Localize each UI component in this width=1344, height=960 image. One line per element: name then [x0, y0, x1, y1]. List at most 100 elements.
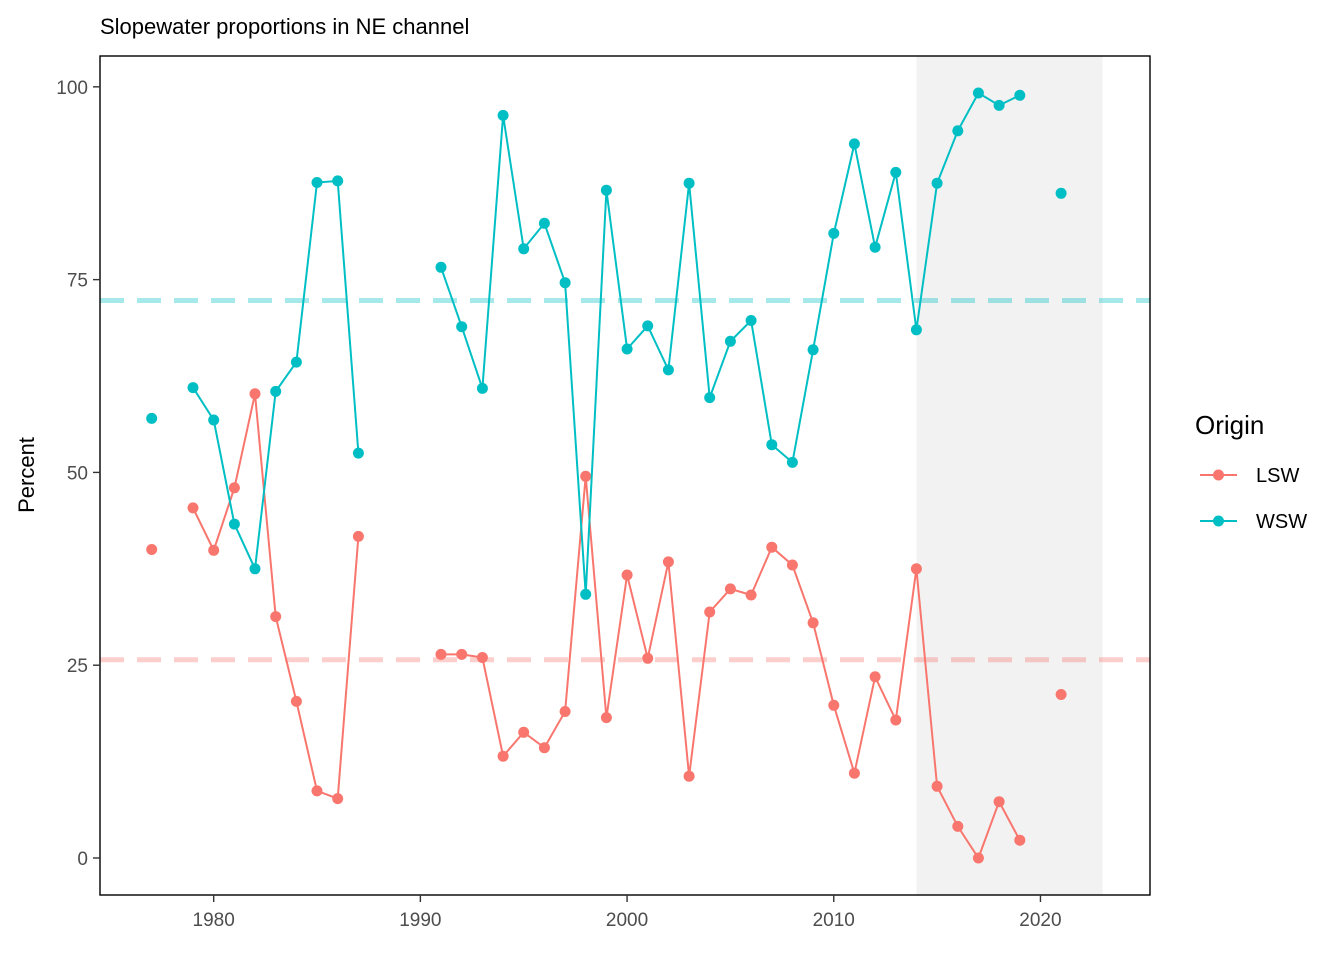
y-axis-label: Percent: [14, 437, 39, 513]
data-point-lsw-1994: [497, 750, 509, 762]
y-tick-label: 100: [56, 78, 88, 99]
data-point-lsw-2001: [642, 652, 654, 664]
data-point-wsw-2008: [786, 456, 798, 468]
data-point-wsw-2012: [869, 241, 881, 253]
data-point-lsw-2016: [952, 820, 964, 832]
data-point-wsw-2016: [952, 125, 964, 137]
data-point-wsw-1998: [580, 588, 592, 600]
legend-item-lsw: LSW: [1200, 465, 1299, 487]
data-point-lsw-2003: [683, 770, 695, 782]
data-point-wsw-1977: [146, 412, 158, 424]
data-point-lsw-2019: [1014, 834, 1026, 846]
data-point-wsw-1982: [249, 563, 261, 575]
data-point-wsw-1984: [290, 356, 302, 368]
data-point-wsw-1983: [270, 385, 282, 397]
data-point-lsw-1992: [456, 648, 468, 660]
data-point-lsw-2004: [704, 606, 716, 618]
data-point-lsw-1997: [559, 706, 571, 717]
chart-title: Slopewater proportions in NE channel: [100, 14, 469, 39]
legend-item-wsw: WSW: [1200, 511, 1307, 533]
data-point-lsw-1981: [228, 482, 240, 494]
y-tick-label: 50: [67, 463, 88, 484]
data-point-wsw-2021: [1055, 187, 1067, 199]
data-point-wsw-1986: [332, 175, 344, 187]
y-axis: 0 25 50 75 100: [56, 78, 100, 870]
legend-title: Origin: [1195, 410, 1264, 440]
series-wsw: [146, 87, 1067, 600]
x-tick-label: 2020: [1019, 910, 1061, 931]
data-point-wsw-1995: [518, 243, 530, 255]
data-point-wsw-2009: [807, 344, 819, 356]
y-tick-label: 25: [67, 656, 88, 677]
data-point-wsw-2003: [683, 177, 695, 189]
data-point-lsw-2014: [910, 563, 922, 575]
legend-label-wsw: WSW: [1256, 511, 1307, 533]
data-point-wsw-1994: [497, 109, 509, 121]
data-point-lsw-2000: [621, 569, 633, 581]
data-point-lsw-2009: [807, 617, 819, 629]
data-point-lsw-2021: [1055, 689, 1067, 700]
data-point-lsw-1995: [518, 726, 530, 738]
data-point-wsw-2015: [931, 177, 943, 189]
data-point-lsw-2006: [745, 589, 757, 601]
data-point-wsw-2007: [766, 439, 778, 451]
data-point-lsw-2013: [890, 714, 902, 726]
data-point-wsw-2004: [704, 392, 716, 404]
data-point-lsw-1980: [208, 544, 220, 556]
data-point-wsw-2005: [724, 335, 736, 347]
data-point-wsw-1980: [208, 414, 220, 426]
data-point-lsw-1986: [332, 793, 344, 805]
data-point-wsw-1987: [352, 447, 364, 459]
data-point-wsw-2001: [642, 320, 654, 332]
data-point-lsw-1983: [270, 611, 282, 623]
series-lsw: [146, 388, 1067, 864]
data-point-wsw-2017: [972, 87, 984, 99]
data-point-wsw-2002: [662, 364, 674, 376]
data-point-lsw-1977: [146, 544, 158, 555]
data-point-wsw-2019: [1014, 89, 1026, 101]
data-point-wsw-2014: [910, 324, 922, 336]
data-point-lsw-2002: [662, 556, 674, 568]
data-point-wsw-1979: [187, 382, 199, 394]
data-point-lsw-2007: [766, 541, 778, 553]
data-point-wsw-2010: [828, 227, 840, 239]
legend-key-point: [1213, 515, 1224, 527]
data-point-wsw-1993: [476, 382, 488, 394]
plot-area: [99, 55, 1151, 896]
data-point-wsw-2000: [621, 343, 633, 355]
data-point-lsw-1985: [311, 785, 323, 797]
data-point-wsw-1992: [456, 321, 468, 333]
data-point-lsw-1979: [187, 502, 199, 514]
y-tick-label: 75: [67, 271, 88, 292]
legend-label-lsw: LSW: [1256, 465, 1299, 487]
data-point-lsw-2017: [972, 852, 984, 864]
x-axis: 1980 1990 2000 2010 2020: [193, 895, 1062, 931]
x-tick-label: 2000: [606, 910, 648, 931]
data-point-lsw-1998: [580, 470, 592, 482]
data-point-lsw-2012: [869, 671, 881, 683]
data-point-lsw-1982: [249, 388, 261, 400]
data-point-lsw-2011: [848, 767, 860, 779]
data-point-lsw-1991: [435, 648, 447, 660]
x-tick-label: 1980: [193, 910, 235, 931]
data-point-wsw-2013: [890, 166, 902, 178]
data-point-wsw-1996: [538, 217, 550, 229]
data-point-wsw-1999: [600, 184, 612, 196]
data-point-lsw-1987: [352, 530, 364, 542]
data-point-wsw-1981: [228, 518, 240, 530]
legend-key-point: [1213, 469, 1224, 481]
legend: Origin LSW WSW: [1195, 410, 1307, 533]
shaded-period: [916, 56, 1103, 895]
data-point-wsw-1991: [435, 261, 447, 273]
data-point-wsw-2018: [993, 99, 1005, 111]
data-point-wsw-1985: [311, 177, 323, 188]
data-point-wsw-1997: [559, 277, 571, 289]
x-tick-label: 1990: [399, 910, 441, 931]
data-point-lsw-1984: [290, 695, 302, 707]
series-line-wsw: [192, 179, 360, 573]
data-point-wsw-2011: [848, 138, 860, 150]
data-point-lsw-2018: [993, 796, 1005, 808]
plot-border: [99, 55, 1151, 896]
data-point-lsw-1993: [476, 652, 488, 663]
